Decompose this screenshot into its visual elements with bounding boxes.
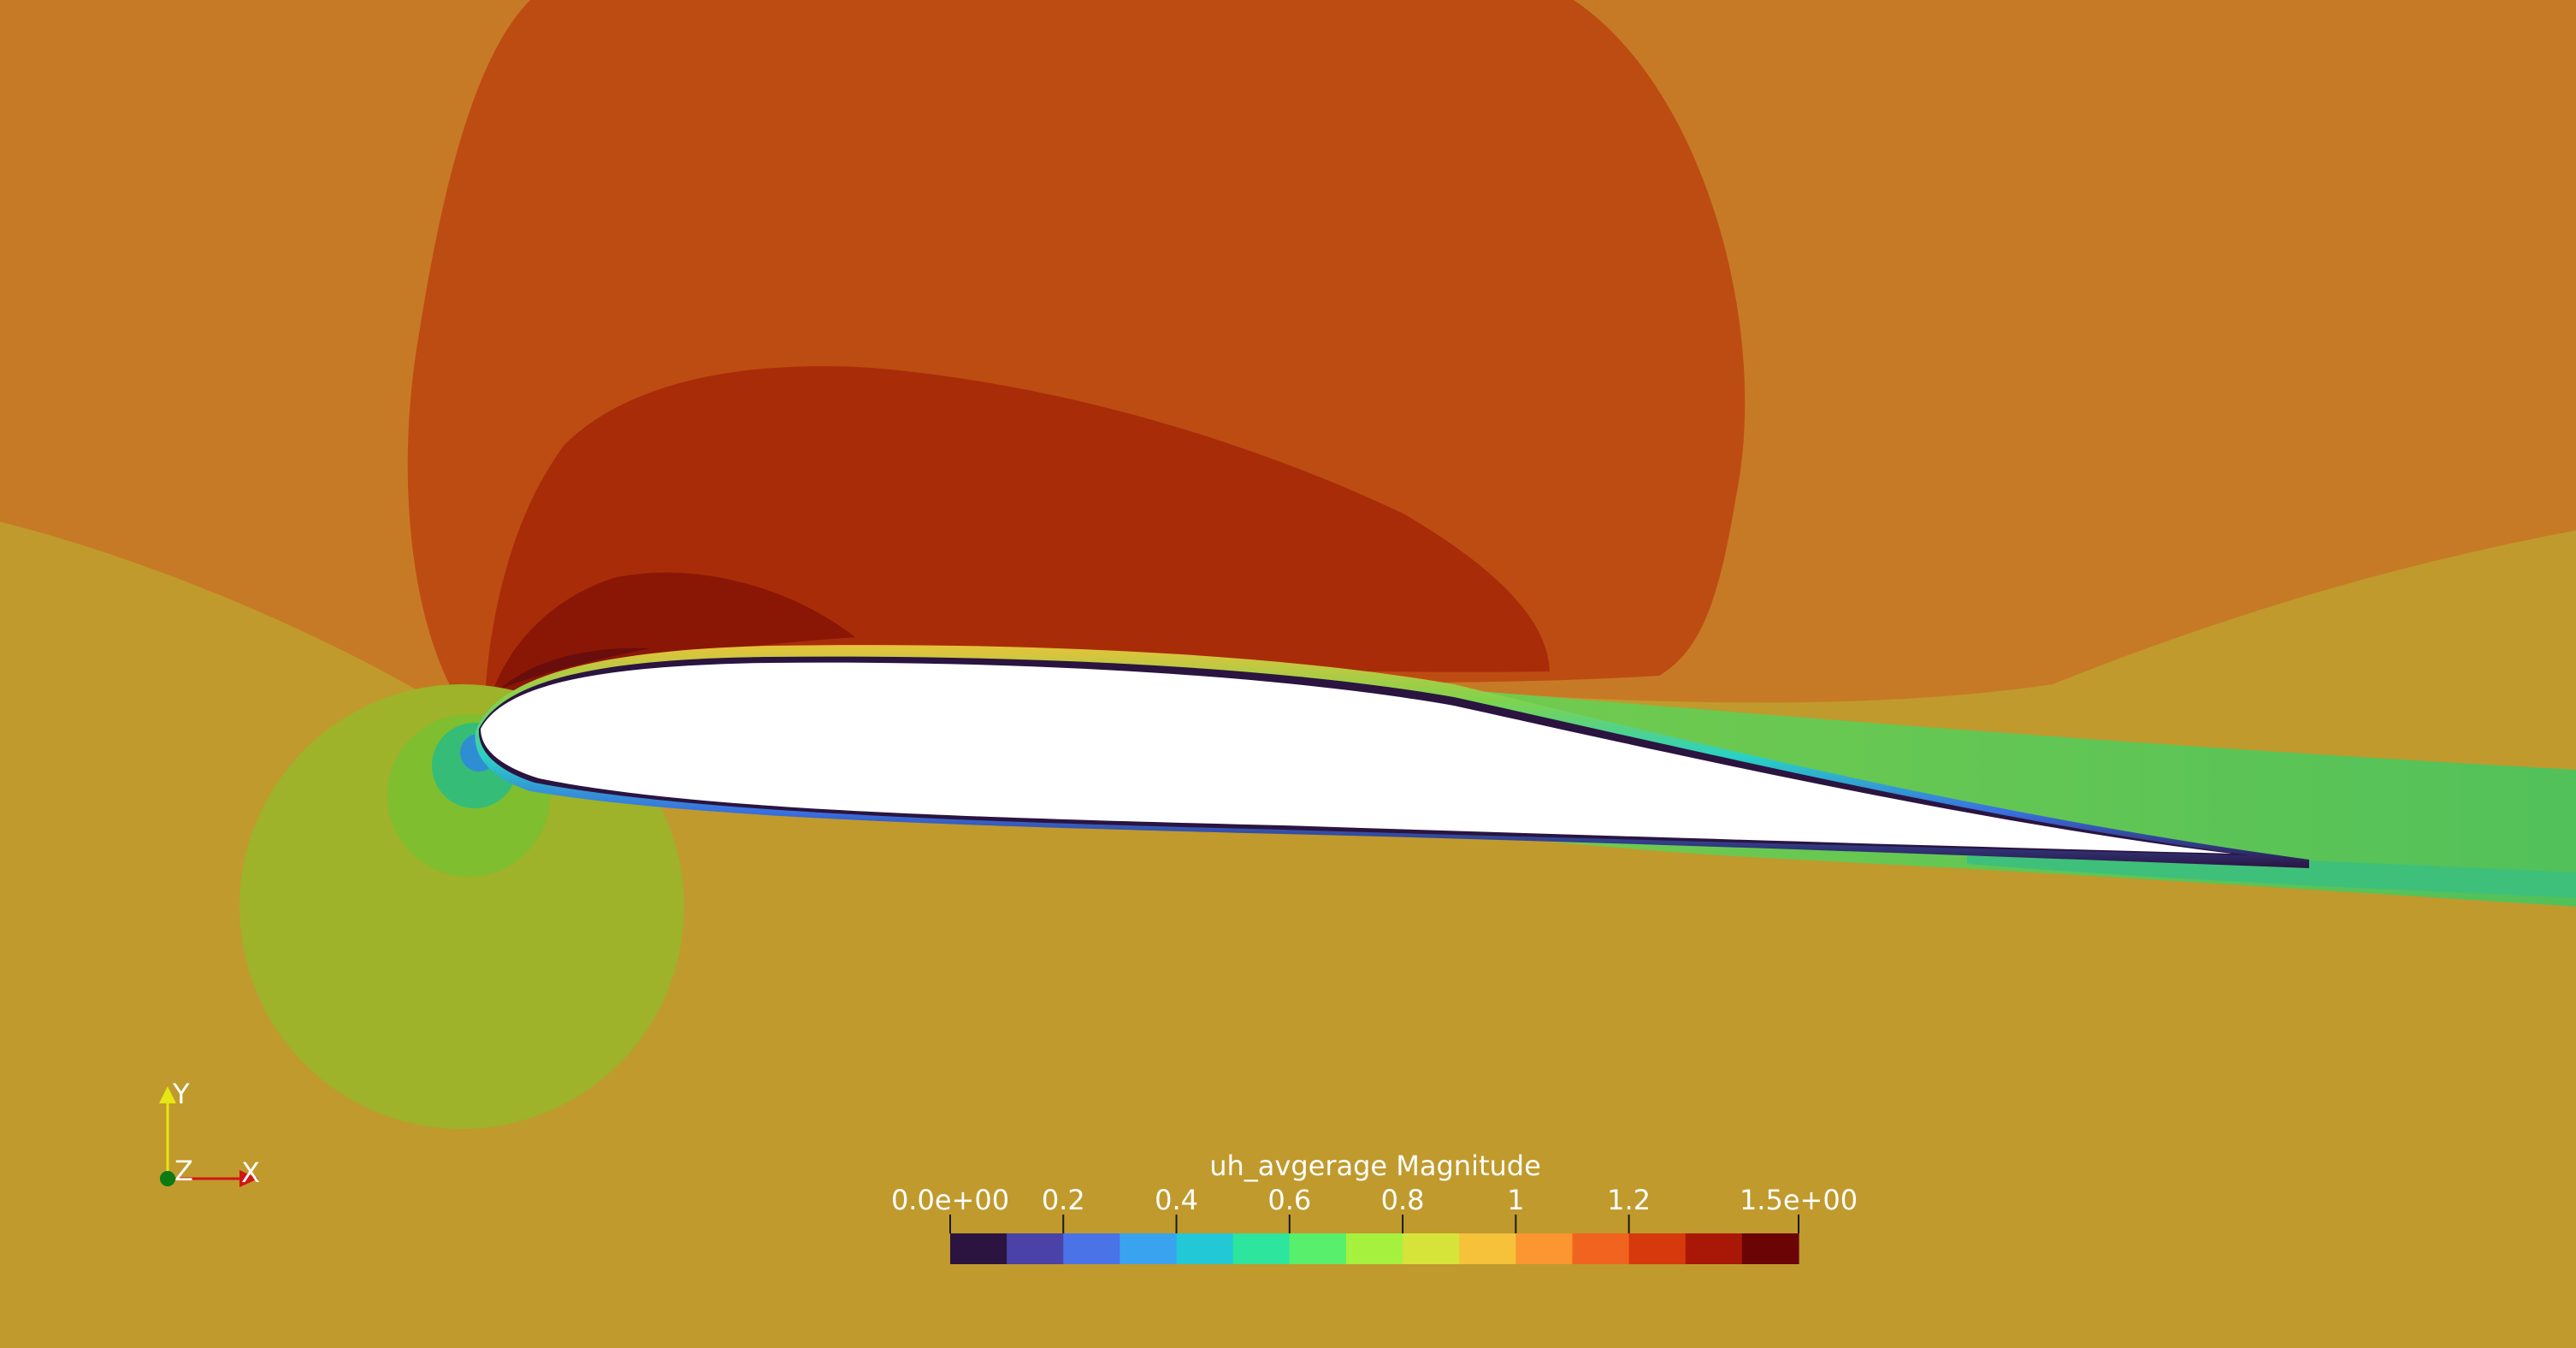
colorbar-swatch — [1685, 1233, 1743, 1264]
colorbar-tick-label: 1.2 — [1607, 1184, 1651, 1216]
colorbar-tick-label: 0.4 — [1155, 1184, 1198, 1216]
colorbar-swatch — [1063, 1233, 1120, 1264]
colorbar-swatch — [1120, 1233, 1178, 1264]
z-axis-dot — [160, 1171, 175, 1186]
upper-peak-region — [500, 647, 650, 689]
colorbar-tick-label: 0.2 — [1042, 1184, 1085, 1216]
colorbar: uh_avgerage Magnitude 0.0e+00 0.2 0.4 0.6 0.… — [891, 1150, 1858, 1264]
colorbar-swatch — [1741, 1233, 1799, 1264]
colorbar-tick-label: 0.6 — [1267, 1184, 1311, 1216]
colorbar-tick-label: 1 — [1507, 1184, 1524, 1216]
colorbar-swatch — [1515, 1233, 1574, 1264]
colorbar-swatch — [950, 1233, 1007, 1264]
colorbar-tick-label: 1.5e+00 — [1740, 1184, 1858, 1216]
colorbar-swatch — [1628, 1233, 1687, 1264]
colorbar-swatches — [950, 1233, 1799, 1264]
colorbar-tick-label: 0.0e+00 — [891, 1184, 1009, 1216]
colorbar-swatch — [1459, 1233, 1516, 1264]
y-axis-label: Y — [172, 1078, 190, 1110]
colorbar-swatch — [1232, 1233, 1291, 1264]
x-axis-arrow — [239, 1170, 258, 1187]
y-axis-arrow — [159, 1086, 176, 1103]
colorbar-swatch — [1007, 1233, 1064, 1264]
colorbar-tick-label: 0.8 — [1381, 1184, 1425, 1216]
colorbar-swatch — [1289, 1233, 1347, 1264]
colorbar-swatch — [1572, 1233, 1630, 1264]
colorbar-swatch — [1345, 1233, 1403, 1264]
z-axis-label: Z — [174, 1155, 193, 1187]
colorbar-ticks: 0.0e+00 0.2 0.4 0.6 0.8 1 1.2 1.5e+00 — [891, 1184, 1858, 1233]
colorbar-swatch — [1176, 1233, 1234, 1264]
colorbar-swatch — [1403, 1233, 1460, 1264]
airfoil-body — [481, 662, 2232, 854]
colorbar-title: uh_avgerage Magnitude — [1209, 1150, 1541, 1182]
orientation-axes: Y Z X — [159, 1078, 260, 1189]
x-axis-label: X — [241, 1156, 260, 1189]
